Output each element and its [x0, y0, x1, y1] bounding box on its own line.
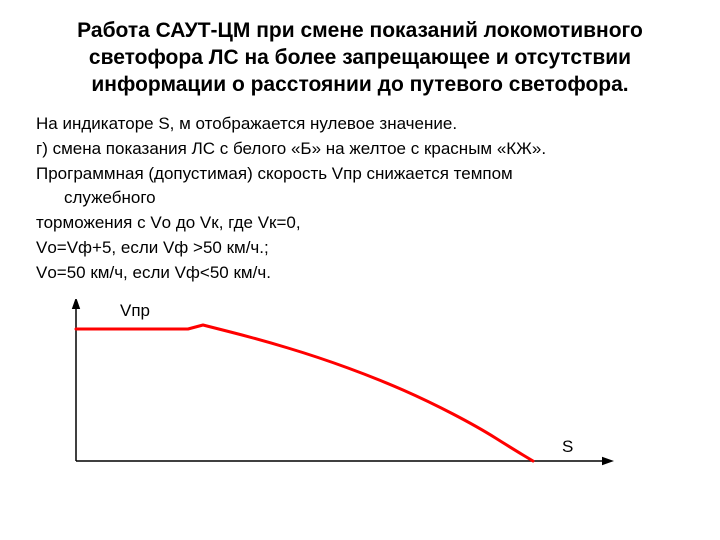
body-line: Vо=Vф+5, если Vф >50 км/ч.; — [36, 237, 684, 260]
body-line: служебного — [36, 187, 684, 210]
body-line: торможения с Vо до Vк, где Vк=0, — [36, 212, 684, 235]
body-line: Vо=50 км/ч, если Vф<50 км/ч. — [36, 262, 684, 285]
slide-body: На индикаторе S, м отображается нулевое … — [36, 113, 684, 286]
body-line: г) смена показания ЛС с белого «Б» на же… — [36, 138, 684, 161]
speed-curve-chart — [58, 299, 618, 474]
chart-container: Vпр S — [58, 299, 618, 474]
x-axis-label: S — [562, 437, 573, 457]
slide-title: Работа САУТ-ЦМ при смене показаний локом… — [36, 18, 684, 99]
body-line: На индикаторе S, м отображается нулевое … — [36, 113, 684, 136]
body-line: Программная (допустимая) скорость Vпр сн… — [36, 163, 684, 186]
y-axis-label: Vпр — [120, 301, 150, 321]
